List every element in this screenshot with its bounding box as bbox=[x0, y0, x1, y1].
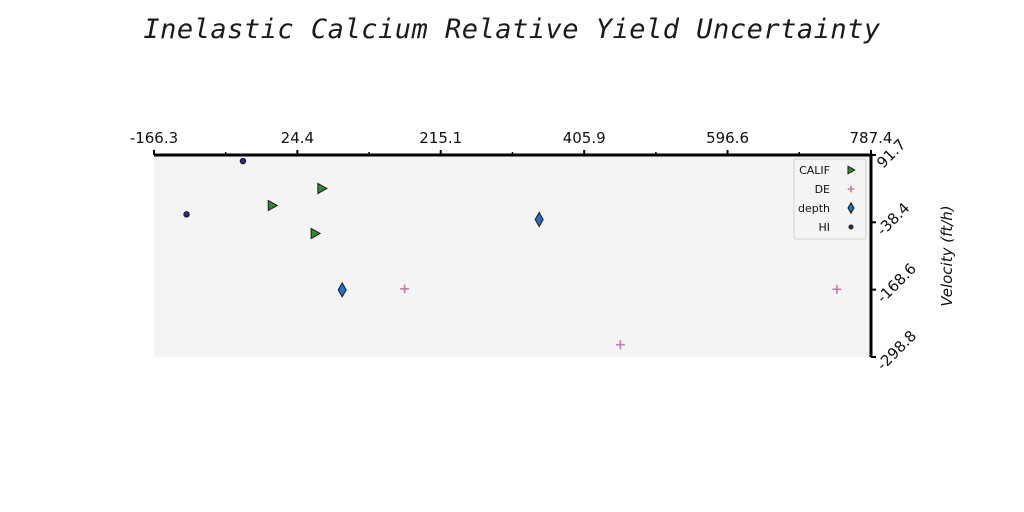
legend: CALIF DE depth HI bbox=[793, 158, 867, 240]
y-tick-label: -298.8 bbox=[873, 327, 920, 374]
x-tick-label: 787.4 bbox=[850, 129, 893, 147]
chart-title: Inelastic Calcium Relative Yield Uncerta… bbox=[143, 14, 881, 45]
x-tick-label: 596.6 bbox=[706, 129, 749, 147]
plot-area bbox=[154, 155, 871, 357]
data-point-depth bbox=[534, 211, 544, 228]
legend-label: CALIF bbox=[799, 164, 830, 177]
x-tick-label: 215.1 bbox=[419, 129, 462, 147]
x-tick-label: -166.3 bbox=[130, 129, 178, 147]
y-tick-label: -168.6 bbox=[873, 260, 920, 307]
data-point-hi bbox=[183, 211, 190, 218]
data-point-de bbox=[832, 284, 842, 294]
x-tick-label: 24.4 bbox=[281, 129, 314, 147]
legend-marker-depth bbox=[847, 201, 855, 215]
legend-label: DE bbox=[815, 183, 830, 196]
data-point-calif bbox=[267, 199, 279, 212]
data-marks bbox=[183, 157, 842, 350]
legend-marker-hi bbox=[848, 224, 854, 230]
legend-box bbox=[793, 158, 867, 240]
data-point-hi bbox=[239, 157, 247, 165]
data-point-calif bbox=[317, 182, 328, 195]
legend-label: HI bbox=[818, 221, 830, 234]
data-point-calif bbox=[310, 227, 322, 240]
legend-label: depth bbox=[798, 202, 830, 215]
y-axis-title: Velocity (ft/h) bbox=[938, 205, 956, 306]
y-tick-label: -38.4 bbox=[873, 199, 913, 239]
data-point-de bbox=[615, 340, 625, 350]
data-point-depth bbox=[337, 281, 347, 298]
x-tick-label: 405.9 bbox=[563, 129, 606, 147]
data-point-de bbox=[400, 284, 410, 294]
legend-marker-calif bbox=[847, 165, 856, 175]
legend-marker-de bbox=[847, 185, 855, 193]
